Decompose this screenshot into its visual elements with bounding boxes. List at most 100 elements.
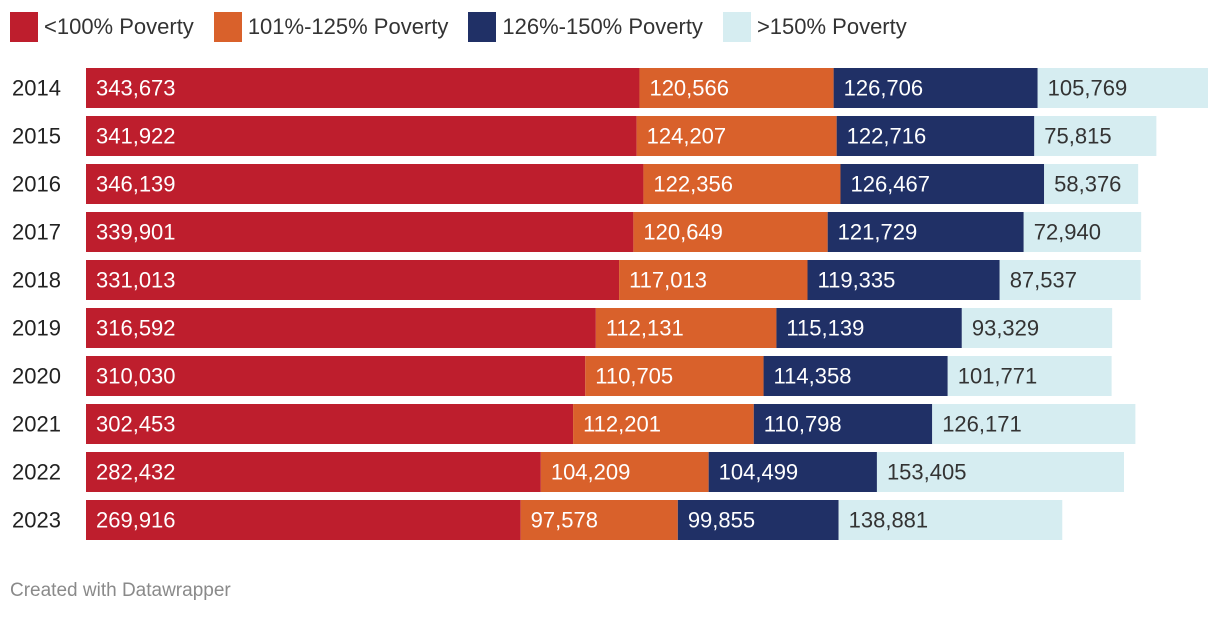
bar-value-label: 72,940 — [1034, 220, 1101, 245]
bar-value-label: 119,335 — [818, 268, 896, 293]
bar-value-label: 115,139 — [786, 316, 864, 341]
bar-value-label: 75,815 — [1044, 124, 1111, 149]
bar-value-label: 126,467 — [850, 172, 930, 197]
bar-row-2021: 2021 302,453 112,201 110,798 126,171 — [12, 404, 1136, 444]
bar-segment-1 — [86, 404, 574, 444]
bar-segment-1 — [86, 164, 644, 204]
bar-segment-4 — [1023, 212, 1142, 252]
bar-row-2020: 2020 310,030 110,705 114,358 101,771 — [12, 356, 1112, 396]
bar-value-label: 153,405 — [887, 460, 967, 485]
bar-value-label: 302,453 — [96, 412, 176, 437]
bar-value-label: 126,706 — [844, 76, 924, 101]
bar-value-label: 105,769 — [1048, 76, 1128, 101]
legend-label: 126%-150% Poverty — [502, 14, 703, 39]
bar-segment-1 — [86, 308, 596, 348]
bar-segment-3 — [807, 260, 1000, 300]
bar-segment-3 — [776, 308, 962, 348]
year-label: 2023 — [12, 508, 61, 533]
year-label: 2022 — [12, 460, 61, 485]
bar-segment-4 — [947, 356, 1112, 396]
bar-value-label: 120,566 — [649, 76, 729, 101]
bar-row-2016: 2016 346,139 122,356 126,467 58,376 — [12, 164, 1139, 204]
bar-segment-4 — [1044, 164, 1139, 204]
chart-legend: <100% Poverty 101%-125% Poverty 126%-150% … — [10, 10, 927, 44]
bar-segment-3 — [763, 356, 948, 396]
bar-segment-4 — [999, 260, 1141, 300]
bar-value-label: 58,376 — [1054, 172, 1121, 197]
year-label: 2017 — [12, 220, 61, 245]
bar-value-label: 101,771 — [958, 364, 1038, 389]
year-label: 2020 — [12, 364, 61, 389]
bar-segment-4 — [876, 452, 1124, 492]
legend-label: <100% Poverty — [44, 14, 194, 39]
legend-item-3: 126%-150% Poverty — [468, 12, 703, 42]
legend-label: >150% Poverty — [756, 14, 907, 39]
footer-credit: Created with Datawrapper — [10, 580, 231, 601]
legend-swatch — [213, 12, 242, 42]
bar-row-2014: 2014 343,673 120,566 126,706 105,769 — [12, 68, 1208, 108]
bar-value-label: 99,855 — [688, 508, 755, 533]
bar-value-label: 117,013 — [629, 268, 707, 293]
bar-segment-2 — [619, 260, 808, 300]
bar-segment-3 — [840, 164, 1045, 204]
bar-segment-1 — [86, 500, 521, 540]
bar-value-label: 110,705 — [595, 364, 673, 389]
bar-row-2019: 2019 316,592 112,131 115,139 93,329 — [12, 308, 1113, 348]
bar-value-label: 346,139 — [96, 172, 176, 197]
bar-segment-3 — [708, 452, 877, 492]
bar-value-label: 122,716 — [847, 124, 927, 149]
bar-segment-4 — [1037, 68, 1208, 108]
bar-value-label: 339,901 — [96, 220, 176, 245]
bar-value-label: 310,030 — [96, 364, 176, 389]
bar-segment-3 — [677, 500, 839, 540]
bar-value-label: 138,881 — [849, 508, 929, 533]
bar-segment-1 — [86, 68, 640, 108]
year-label: 2021 — [12, 412, 61, 437]
bar-value-label: 112,201 — [583, 412, 661, 437]
bar-row-2015: 2015 341,922 124,207 122,716 75,815 — [12, 116, 1157, 156]
bar-value-label: 124,207 — [647, 124, 727, 149]
bar-segment-4 — [932, 404, 1136, 444]
year-label: 2015 — [12, 124, 61, 149]
legend-swatch — [722, 12, 751, 42]
bar-segment-3 — [833, 68, 1038, 108]
bar-value-label: 343,673 — [96, 76, 176, 101]
bar-segment-2 — [585, 356, 764, 396]
bar-value-label: 97,578 — [531, 508, 598, 533]
year-label: 2014 — [12, 76, 61, 101]
bar-value-label: 110,798 — [764, 412, 842, 437]
bar-segment-1 — [86, 356, 586, 396]
legend-item-4: >150% Poverty — [722, 12, 907, 42]
bar-value-label: 93,329 — [972, 316, 1039, 341]
bar-segment-2 — [595, 308, 777, 348]
bar-row-2017: 2017 339,901 120,649 121,729 72,940 — [12, 212, 1142, 252]
bar-segment-2 — [639, 68, 834, 108]
bar-segment-1 — [86, 452, 541, 492]
bar-value-label: 121,729 — [838, 220, 918, 245]
bar-segment-1 — [86, 116, 637, 156]
bar-value-label: 114,358 — [774, 364, 852, 389]
bar-segment-2 — [540, 452, 709, 492]
bar-value-label: 316,592 — [96, 316, 176, 341]
bar-row-2022: 2022 282,432 104,209 104,499 153,405 — [12, 452, 1124, 492]
bar-segment-2 — [573, 404, 754, 444]
year-label: 2016 — [12, 172, 61, 197]
legend-item-1: <100% Poverty — [10, 12, 194, 42]
bar-segment-2 — [520, 500, 678, 540]
bar-segment-1 — [86, 212, 634, 252]
bar-value-label: 112,131 — [606, 316, 684, 341]
bar-value-label: 341,922 — [96, 124, 176, 149]
bar-value-label: 282,432 — [96, 460, 176, 485]
legend-swatch — [468, 12, 497, 42]
bar-value-label: 104,499 — [719, 460, 799, 485]
bar-value-label: 104,209 — [551, 460, 631, 485]
bar-value-label: 269,916 — [96, 508, 176, 533]
bar-value-label: 126,171 — [942, 412, 1022, 437]
bar-segment-4 — [1034, 116, 1157, 156]
year-label: 2019 — [12, 316, 61, 341]
bar-value-label: 120,649 — [643, 220, 723, 245]
bar-segment-3 — [836, 116, 1035, 156]
legend-label: 101%-125% Poverty — [247, 14, 449, 39]
bar-row-2018: 2018 331,013 117,013 119,335 87,537 — [12, 260, 1141, 300]
